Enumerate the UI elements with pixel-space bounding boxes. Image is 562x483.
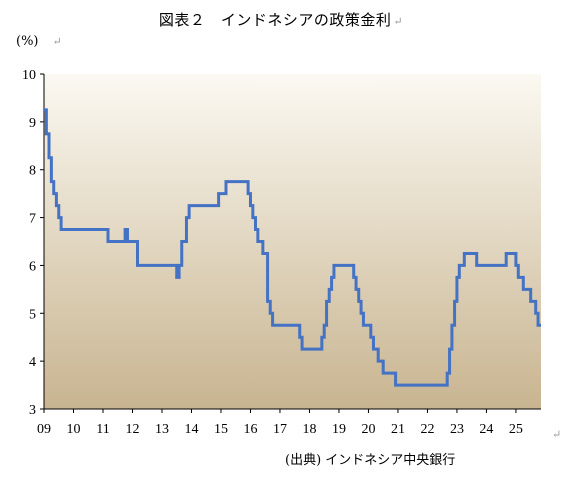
y-tick-labels: 3 4 5 6 7 8 9 10 — [22, 68, 36, 418]
return-mark: ↵ — [52, 35, 62, 48]
y-tick-label: 9 — [29, 116, 36, 131]
x-tick-label: 24 — [479, 422, 493, 437]
return-mark: ↵ — [393, 15, 404, 28]
x-tick-label: 19 — [332, 422, 346, 437]
x-tick-label: 13 — [155, 422, 169, 437]
x-tick-label: 25 — [509, 422, 523, 437]
x-tick-label: 23 — [450, 422, 464, 437]
unit-text: (%) — [16, 34, 39, 49]
source-note: (出典) インドネシア中央銀行 — [285, 449, 455, 468]
y-tick-label: 5 — [29, 307, 36, 322]
chart-title: 図表２ インドネシアの政策金利 ↵ — [0, 9, 562, 30]
x-tick-label: 22 — [420, 422, 434, 437]
tick-marks — [40, 73, 517, 413]
x-tick-label: 10 — [66, 422, 80, 437]
x-tick-label: 18 — [302, 422, 316, 437]
return-mark: ↵ — [552, 428, 562, 441]
x-tick-label: 21 — [391, 422, 405, 437]
source-text: (出典) インドネシア中央銀行 — [285, 453, 456, 468]
x-tick-label: 16 — [243, 422, 257, 437]
x-tick-label: 15 — [214, 422, 228, 437]
policy-rate-line — [44, 108, 541, 387]
y-tick-label: 3 — [29, 403, 36, 418]
x-tick-label: 09 — [37, 422, 51, 437]
x-tick-label: 14 — [184, 422, 198, 437]
x-tick-labels: 09 10 11 12 13 14 15 16 17 18 19 20 21 22 23 24 25 — [37, 422, 523, 437]
x-tick-label: 12 — [125, 422, 139, 437]
y-tick-label: 7 — [29, 212, 36, 227]
y-tick-label: 6 — [29, 259, 36, 274]
chart-title-text: 図表２ インドネシアの政策金利 — [158, 11, 392, 29]
y-tick-label: 4 — [29, 355, 36, 370]
y-axis-unit-label: (%) ↵ — [16, 34, 62, 49]
x-tick-label: 20 — [361, 422, 375, 437]
axes — [43, 74, 541, 410]
x-tick-label: 11 — [96, 422, 109, 437]
x-tick-label: 17 — [273, 422, 287, 437]
y-tick-label: 8 — [29, 164, 36, 179]
y-tick-label: 10 — [22, 68, 36, 83]
